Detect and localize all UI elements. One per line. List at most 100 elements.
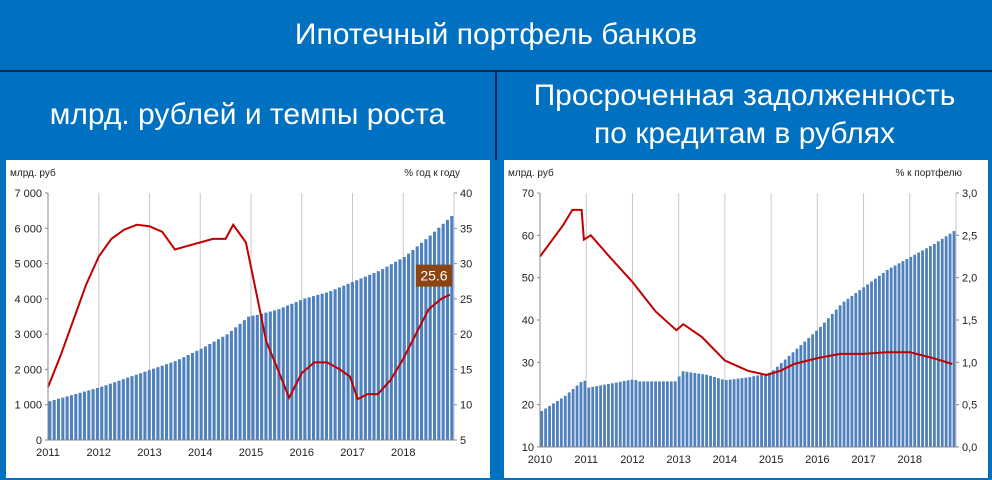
bar	[779, 363, 783, 447]
bar	[634, 380, 638, 447]
left-axis-unit-label: млрд. руб	[10, 167, 56, 179]
y-tick-label-right: 5	[460, 435, 466, 447]
bar	[795, 348, 799, 447]
bar	[445, 219, 450, 440]
bar	[548, 405, 551, 447]
x-tick-label: 2015	[759, 454, 783, 466]
bar	[689, 372, 693, 447]
bar	[251, 315, 255, 440]
right-axis-unit-label: % к портфелю	[895, 167, 962, 179]
bar	[394, 261, 398, 440]
bar	[152, 368, 156, 440]
bar	[78, 392, 82, 440]
y-tick-label-left: 3 000	[14, 329, 42, 341]
bar	[815, 330, 818, 447]
bar	[768, 372, 771, 447]
bar	[913, 254, 917, 447]
subtitle-divider	[495, 70, 497, 160]
bar	[56, 398, 61, 440]
bar	[337, 287, 341, 440]
bar	[650, 381, 654, 447]
page-title: Ипотечный портфель банков	[294, 18, 698, 51]
right-subtitle-line1: Просроченная задолженность	[533, 79, 956, 112]
bar	[921, 250, 924, 447]
bar	[889, 267, 893, 447]
bar	[126, 377, 130, 440]
y-tick-label-right: 1,0	[962, 357, 977, 369]
bar	[748, 377, 752, 447]
bar	[866, 284, 870, 447]
bar	[177, 359, 182, 440]
bar	[389, 264, 393, 440]
bar	[610, 383, 614, 447]
bar	[713, 376, 716, 447]
y-tick-label-right: 25	[460, 294, 472, 306]
bar	[901, 261, 905, 447]
bar	[638, 381, 642, 447]
bar	[100, 386, 104, 440]
bar	[363, 276, 367, 440]
bar	[807, 337, 811, 447]
bar	[242, 320, 246, 440]
bar	[838, 305, 842, 447]
x-tick-label: 2014	[713, 454, 737, 466]
x-tick-label: 2014	[188, 447, 212, 459]
y-tick-label-left: 10	[522, 442, 534, 454]
bar	[826, 318, 830, 447]
bar	[385, 266, 389, 440]
bar	[850, 295, 854, 447]
bar	[760, 374, 764, 447]
bar	[654, 381, 657, 447]
bar	[437, 227, 441, 440]
bar	[787, 355, 791, 447]
x-tick-label: 2012	[87, 447, 111, 459]
y-tick-label-left: 40	[522, 315, 534, 327]
bar	[752, 376, 756, 447]
bar	[877, 275, 881, 447]
bar	[350, 282, 354, 440]
bar	[842, 301, 846, 447]
bar	[575, 385, 579, 447]
y-tick-label-right: 2,0	[962, 273, 977, 285]
bar	[591, 386, 595, 447]
bar	[238, 323, 242, 440]
bar	[732, 379, 736, 447]
bar	[199, 348, 203, 440]
bar	[268, 311, 272, 440]
x-tick-label: 2018	[391, 447, 415, 459]
bar	[264, 312, 268, 440]
bar	[91, 389, 95, 440]
bar	[428, 235, 432, 440]
bar	[626, 380, 630, 447]
bar	[450, 215, 454, 440]
bar	[677, 376, 681, 447]
y-tick-label-right: 20	[460, 329, 472, 341]
bar	[342, 285, 346, 440]
bar	[823, 322, 826, 447]
bar	[104, 385, 108, 440]
bar	[173, 361, 177, 440]
bar	[130, 376, 134, 440]
bar	[728, 379, 732, 447]
x-tick-label: 2017	[851, 454, 875, 466]
bar	[897, 263, 901, 447]
bar	[186, 355, 190, 440]
bar	[255, 314, 259, 440]
bar	[69, 395, 74, 440]
bar	[740, 378, 744, 447]
bar	[424, 239, 428, 440]
bar	[48, 401, 52, 440]
bar	[917, 252, 921, 447]
y-tick-label-right: 1,5	[962, 315, 977, 327]
bar	[398, 259, 402, 440]
x-tick-label: 2010	[528, 454, 552, 466]
bar	[618, 381, 622, 447]
bar	[607, 383, 610, 447]
bar	[333, 289, 337, 440]
bar	[587, 387, 591, 447]
y-tick-label-left: 50	[522, 273, 534, 285]
bar	[583, 380, 587, 447]
bar	[87, 390, 91, 440]
bar	[61, 397, 65, 440]
bar	[563, 395, 567, 447]
